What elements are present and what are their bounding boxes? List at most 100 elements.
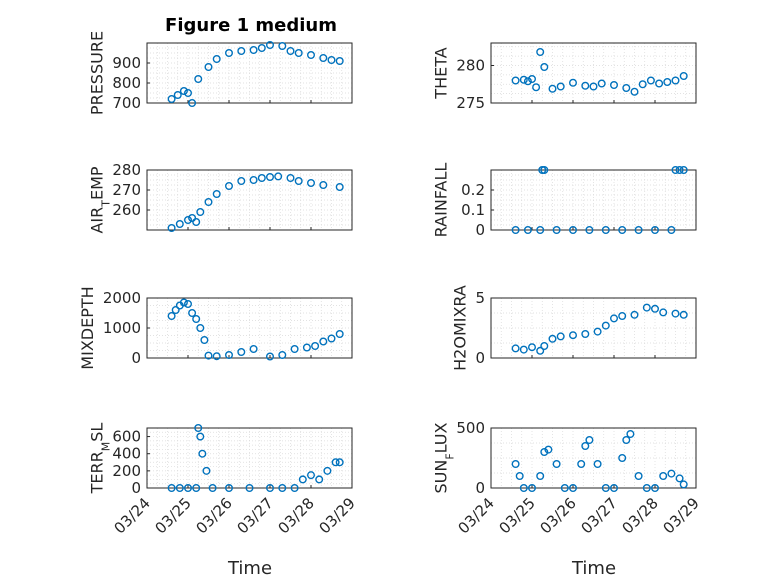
data-point bbox=[319, 180, 328, 189]
data-point bbox=[679, 71, 688, 80]
y-tick-label: 5 bbox=[475, 289, 485, 307]
x-tick-label: 03/26 bbox=[193, 494, 236, 537]
data-point bbox=[192, 315, 201, 324]
data-point bbox=[188, 98, 197, 107]
data-point bbox=[224, 181, 233, 190]
data-point bbox=[194, 424, 203, 433]
data-point bbox=[651, 304, 660, 313]
data-point bbox=[204, 197, 213, 206]
data-point bbox=[266, 172, 275, 181]
data-point bbox=[286, 173, 295, 182]
data-point bbox=[183, 215, 192, 224]
data-point bbox=[540, 165, 549, 174]
axes-box bbox=[146, 427, 353, 489]
subplot-2: 275 280 THETA bbox=[432, 42, 697, 112]
data-point bbox=[188, 213, 197, 222]
data-point bbox=[192, 484, 201, 493]
x-tick-label: 03/24 bbox=[455, 494, 498, 537]
y-tick-label: 0 bbox=[475, 221, 485, 239]
data-point bbox=[581, 442, 590, 451]
data-point bbox=[249, 175, 258, 184]
x-tick-label: 03/27 bbox=[234, 494, 277, 537]
data-point bbox=[307, 471, 316, 480]
data-point bbox=[183, 300, 192, 309]
data-point bbox=[294, 49, 303, 58]
y-tick-label: 400 bbox=[112, 445, 141, 463]
data-point bbox=[179, 298, 188, 307]
y-axis-label: SUNFLUX bbox=[432, 422, 457, 493]
data-point bbox=[175, 484, 184, 493]
data-point bbox=[511, 225, 520, 234]
data-point bbox=[667, 225, 676, 234]
data-point bbox=[585, 436, 594, 445]
data-point bbox=[671, 309, 680, 318]
data-point bbox=[544, 445, 553, 454]
data-point bbox=[278, 351, 287, 360]
data-point bbox=[528, 74, 537, 83]
axes-box bbox=[490, 427, 697, 489]
y-axis-label: THETA bbox=[432, 47, 451, 99]
data-point bbox=[196, 324, 205, 333]
data-point bbox=[569, 331, 578, 340]
data-point bbox=[266, 41, 275, 50]
data-point bbox=[667, 469, 676, 478]
x-tick-label: 03/29 bbox=[660, 494, 703, 537]
data-point bbox=[569, 225, 578, 234]
data-point bbox=[511, 344, 520, 353]
y-tick-label: 700 bbox=[112, 94, 141, 112]
data-point bbox=[511, 460, 520, 469]
data-point bbox=[237, 176, 246, 185]
data-point bbox=[245, 484, 254, 493]
y-axis-label: PRESSURE bbox=[88, 31, 107, 115]
data-point bbox=[593, 327, 602, 336]
data-point bbox=[601, 321, 610, 330]
data-point bbox=[167, 312, 176, 321]
data-point bbox=[286, 47, 295, 56]
data-point bbox=[519, 75, 528, 84]
x-axis-label-left: Time bbox=[227, 558, 272, 579]
data-point bbox=[593, 460, 602, 469]
data-point bbox=[679, 165, 688, 174]
data-point bbox=[540, 448, 549, 457]
data-point bbox=[548, 334, 557, 343]
axes-box bbox=[146, 42, 353, 104]
data-point bbox=[290, 484, 299, 493]
y-tick-label: 2000 bbox=[103, 289, 141, 307]
y-tick-label: 275 bbox=[456, 94, 485, 112]
y-axis-label: H2OMIXRA bbox=[451, 285, 470, 371]
data-point bbox=[515, 472, 524, 481]
y-axis-label: AIRTEMP bbox=[88, 166, 113, 233]
data-point bbox=[198, 449, 207, 458]
data-point bbox=[183, 88, 192, 97]
figure-title: Figure 1 medium bbox=[165, 15, 337, 36]
data-point bbox=[540, 342, 549, 351]
data-point bbox=[548, 84, 557, 93]
y-tick-label: 200 bbox=[112, 462, 141, 480]
data-point bbox=[642, 303, 651, 312]
data-point bbox=[638, 80, 647, 89]
data-point bbox=[651, 225, 660, 234]
x-tick-label: 03/25 bbox=[152, 494, 195, 537]
data-point bbox=[335, 182, 344, 191]
data-point bbox=[173, 90, 182, 99]
y-tick-label: 0.2 bbox=[461, 181, 485, 199]
data-point bbox=[626, 430, 635, 439]
data-point bbox=[278, 42, 287, 51]
data-point bbox=[249, 345, 258, 354]
y-tick-label: 0 bbox=[475, 479, 485, 497]
data-point bbox=[675, 474, 684, 483]
y-tick-label: 500 bbox=[456, 419, 485, 437]
data-point bbox=[212, 189, 221, 198]
data-point bbox=[212, 352, 221, 361]
data-point bbox=[311, 342, 320, 351]
x-tick-label: 03/25 bbox=[496, 494, 539, 537]
data-point bbox=[634, 472, 643, 481]
data-point bbox=[528, 343, 537, 352]
axes-box bbox=[490, 42, 697, 104]
data-point bbox=[519, 345, 528, 354]
data-point bbox=[536, 472, 545, 481]
data-point bbox=[528, 484, 537, 493]
